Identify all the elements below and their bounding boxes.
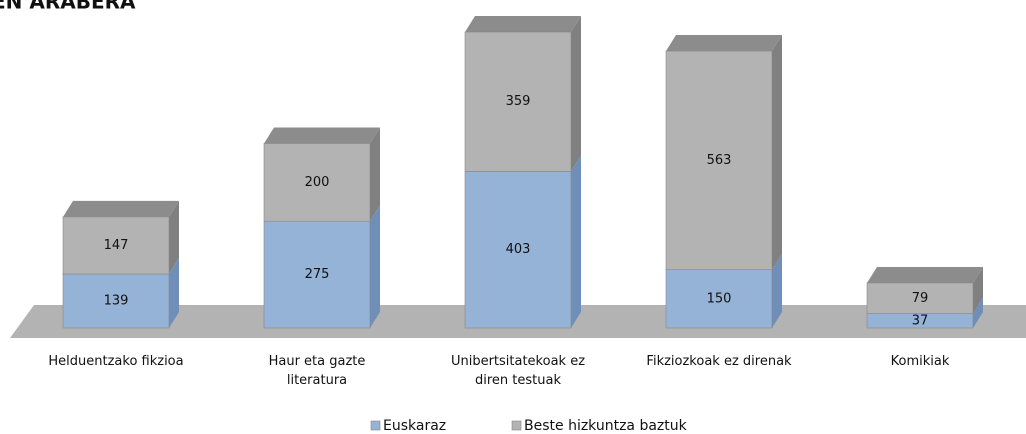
legend-swatch xyxy=(511,420,522,431)
bar xyxy=(866,282,974,314)
data-label: 403 xyxy=(506,242,531,257)
data-label: 200 xyxy=(305,175,330,190)
legend-swatch xyxy=(370,420,381,431)
bar-side xyxy=(169,258,179,328)
x-tick-label: Haur eta gazte literatura xyxy=(268,354,366,388)
bar-side xyxy=(973,297,983,328)
data-label: 147 xyxy=(104,238,129,253)
bar xyxy=(62,216,170,275)
bar-top xyxy=(465,16,581,32)
bar-side xyxy=(772,35,782,270)
bar xyxy=(665,269,773,329)
bar xyxy=(464,31,572,172)
bar-side xyxy=(370,127,380,222)
legend-label: Euskaraz xyxy=(383,418,446,434)
bar-side xyxy=(169,200,179,275)
data-label: 275 xyxy=(305,267,330,282)
bar xyxy=(263,143,371,222)
bar xyxy=(62,273,170,329)
bar-side xyxy=(571,16,581,172)
data-label: 79 xyxy=(912,291,929,306)
bar-side xyxy=(370,205,380,328)
bar-top xyxy=(63,200,179,217)
data-label: 359 xyxy=(506,94,531,109)
x-tick-label: Unibertsitatekoak ez diren testuak xyxy=(450,354,586,388)
chart-title: EN ARABERA xyxy=(0,0,136,14)
data-label: 150 xyxy=(707,291,732,306)
x-tick-label: Komikiak xyxy=(890,354,950,369)
bar xyxy=(665,50,773,271)
bar-top xyxy=(666,35,782,52)
data-label: 563 xyxy=(707,153,732,168)
bar-side xyxy=(571,155,581,328)
data-label: 139 xyxy=(104,294,129,309)
x-tick-label: Helduentzako fikzioa xyxy=(48,354,184,369)
bar-top xyxy=(867,266,983,283)
legend-label: Beste hizkuntza baztuk xyxy=(524,418,688,434)
bar xyxy=(464,171,572,329)
bar-side xyxy=(973,266,983,314)
bar-top xyxy=(264,127,380,144)
data-label: 37 xyxy=(912,313,929,328)
x-tick-label: Fikziozkoak ez direnak xyxy=(646,354,792,369)
bar xyxy=(263,220,371,329)
bar-side xyxy=(772,253,782,328)
